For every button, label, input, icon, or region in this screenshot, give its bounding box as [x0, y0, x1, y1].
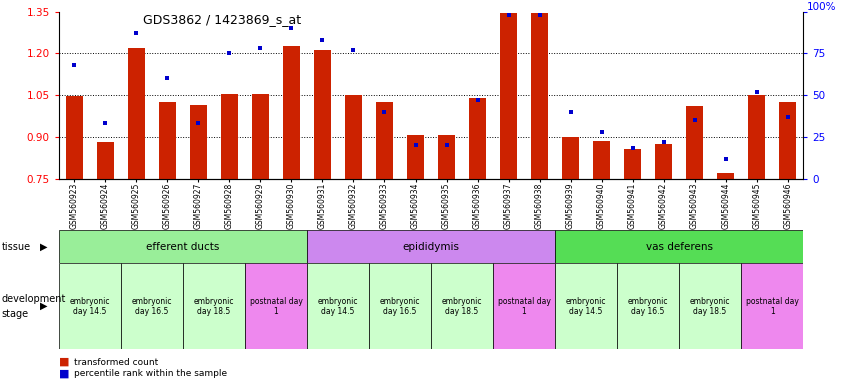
Point: [67, 62, 81, 68]
Text: postnatal day
1: postnatal day 1: [250, 296, 303, 316]
Text: vas deferens: vas deferens: [646, 242, 712, 252]
Point: [502, 12, 516, 18]
Text: embryonic
day 14.5: embryonic day 14.5: [70, 296, 110, 316]
Text: embryonic
day 18.5: embryonic day 18.5: [442, 296, 482, 316]
Point: [440, 142, 453, 148]
Bar: [593, 141, 610, 179]
Text: epididymis: epididymis: [403, 242, 459, 252]
Bar: [97, 142, 114, 179]
Bar: [562, 137, 579, 179]
Text: embryonic
day 14.5: embryonic day 14.5: [318, 296, 358, 316]
Bar: [617, 263, 680, 349]
Point: [533, 12, 547, 18]
Text: development: development: [2, 293, 66, 304]
Point: [130, 30, 143, 36]
Point: [285, 25, 299, 31]
Text: ▶: ▶: [40, 301, 48, 311]
Bar: [717, 173, 734, 179]
Text: postnatal day
1: postnatal day 1: [746, 296, 799, 316]
Point: [315, 37, 329, 43]
Bar: [686, 106, 703, 179]
Point: [471, 97, 484, 103]
Point: [688, 117, 701, 123]
Point: [750, 89, 764, 95]
Bar: [59, 263, 121, 349]
Bar: [555, 230, 803, 263]
Bar: [190, 105, 207, 179]
Bar: [159, 102, 176, 179]
Bar: [431, 263, 493, 349]
Text: efferent ducts: efferent ducts: [146, 242, 220, 252]
Bar: [121, 263, 183, 349]
Bar: [500, 13, 517, 179]
Bar: [66, 96, 83, 179]
Text: ■: ■: [59, 368, 69, 378]
Bar: [245, 263, 307, 349]
Text: embryonic
day 16.5: embryonic day 16.5: [132, 296, 172, 316]
Point: [657, 139, 670, 145]
Text: GDS3862 / 1423869_s_at: GDS3862 / 1423869_s_at: [143, 13, 301, 26]
Bar: [376, 102, 393, 179]
Point: [409, 142, 422, 148]
Point: [192, 120, 205, 126]
Bar: [493, 263, 555, 349]
Bar: [407, 136, 424, 179]
Point: [346, 47, 360, 53]
Text: embryonic
day 18.5: embryonic day 18.5: [690, 296, 730, 316]
Bar: [741, 263, 803, 349]
Bar: [469, 98, 486, 179]
Text: tissue: tissue: [2, 242, 31, 252]
Text: embryonic
day 16.5: embryonic day 16.5: [380, 296, 420, 316]
Bar: [59, 230, 307, 263]
Text: ■: ■: [59, 357, 69, 367]
Bar: [307, 230, 555, 263]
Text: embryonic
day 14.5: embryonic day 14.5: [566, 296, 606, 316]
Point: [161, 75, 174, 81]
Bar: [531, 13, 548, 179]
Bar: [680, 263, 741, 349]
Text: 100%: 100%: [807, 2, 837, 12]
Text: embryonic
day 18.5: embryonic day 18.5: [193, 296, 234, 316]
Point: [595, 129, 608, 135]
Bar: [748, 95, 765, 179]
Bar: [624, 149, 641, 179]
Bar: [314, 51, 331, 179]
Point: [563, 109, 577, 115]
Bar: [221, 94, 238, 179]
Point: [223, 50, 236, 56]
Point: [781, 114, 795, 120]
Point: [254, 45, 267, 51]
Point: [719, 156, 733, 162]
Bar: [345, 95, 362, 179]
Bar: [283, 46, 300, 179]
Text: postnatal day
1: postnatal day 1: [498, 296, 551, 316]
Bar: [307, 263, 369, 349]
Text: transformed count: transformed count: [74, 358, 158, 367]
Point: [378, 109, 391, 115]
Point: [98, 120, 112, 126]
Bar: [779, 102, 796, 179]
Text: embryonic
day 16.5: embryonic day 16.5: [628, 296, 669, 316]
Bar: [128, 48, 145, 179]
Bar: [183, 263, 245, 349]
Text: stage: stage: [2, 309, 29, 319]
Bar: [252, 94, 269, 179]
Point: [626, 146, 639, 152]
Text: percentile rank within the sample: percentile rank within the sample: [74, 369, 227, 378]
Bar: [369, 263, 431, 349]
Bar: [655, 144, 672, 179]
Text: ▶: ▶: [40, 242, 48, 252]
Bar: [438, 136, 455, 179]
Bar: [555, 263, 617, 349]
